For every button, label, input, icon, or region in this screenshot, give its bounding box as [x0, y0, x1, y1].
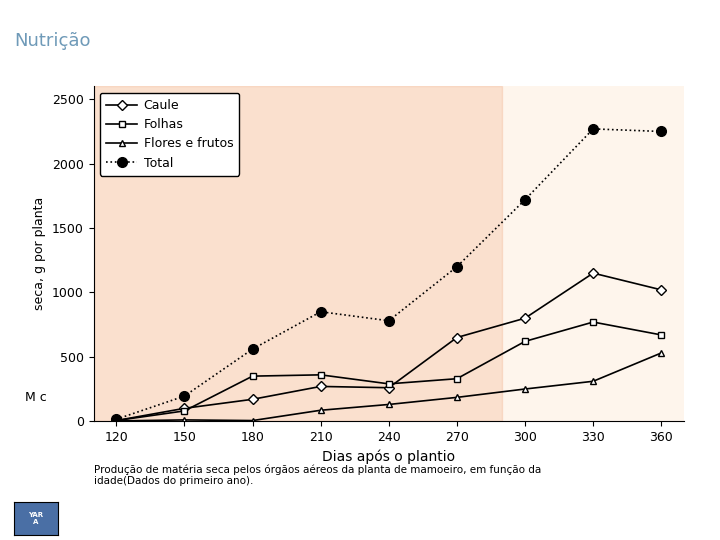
Line: Folhas: Folhas [113, 319, 665, 424]
Caule [521, 315, 529, 321]
Text: Nutrição: Nutrição [14, 32, 91, 50]
Flores e frutos [248, 417, 257, 424]
Caule [316, 383, 325, 390]
Flores e frutos [316, 407, 325, 414]
X-axis label: Dias após o plantio: Dias após o plantio [323, 449, 455, 464]
Caule [384, 384, 393, 391]
Folhas [453, 375, 462, 382]
Folhas [521, 338, 529, 345]
Flores e frutos [589, 378, 598, 384]
Total [316, 308, 325, 315]
Text: Produção de matéria seca pelos órgãos aéreos da planta de mamoeiro, em função da: Produção de matéria seca pelos órgãos aé… [94, 464, 541, 487]
Caule [180, 405, 189, 411]
Caule [248, 396, 257, 402]
Total [112, 416, 121, 422]
Folhas [657, 332, 665, 338]
Flores e frutos [453, 394, 462, 401]
Total [589, 126, 598, 132]
Line: Caule: Caule [113, 269, 665, 424]
Caule [112, 417, 121, 424]
Total [521, 197, 529, 203]
Total [453, 264, 462, 270]
Folhas [180, 408, 189, 414]
Total [180, 393, 189, 400]
Flores e frutos [112, 418, 121, 424]
Line: Flores e frutos: Flores e frutos [113, 349, 665, 424]
Folhas [589, 319, 598, 325]
Folhas [384, 381, 393, 387]
Total [657, 128, 665, 134]
Total [248, 346, 257, 352]
Folhas [248, 373, 257, 380]
Total [384, 318, 393, 324]
Flores e frutos [657, 350, 665, 356]
Caule [657, 287, 665, 293]
Text: M c: M c [24, 392, 46, 404]
Bar [94, 86, 503, 421]
Folhas [316, 372, 325, 378]
Caule [453, 334, 462, 341]
Caule [589, 270, 598, 276]
Flores e frutos [180, 417, 189, 423]
Text: YAR
A: YAR A [28, 512, 44, 525]
Folhas [112, 417, 121, 424]
Legend: Caule, Folhas, Flores e frutos, Total: Caule, Folhas, Flores e frutos, Total [100, 93, 240, 176]
Line: Total: Total [112, 124, 666, 424]
Flores e frutos [384, 401, 393, 408]
Flores e frutos [521, 386, 529, 392]
Y-axis label: seca, g por planta: seca, g por planta [33, 197, 47, 310]
